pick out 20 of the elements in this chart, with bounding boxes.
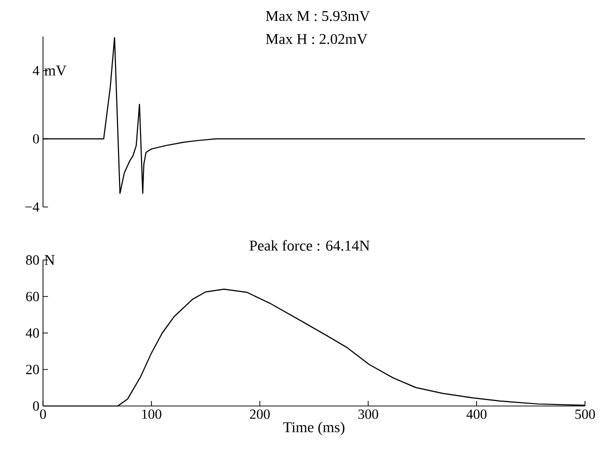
y-axis-title: N xyxy=(44,255,55,265)
y-tick-label: 80 xyxy=(26,255,39,265)
x-tick-label: 200 xyxy=(250,410,270,419)
text: Max M : 5.93mV xyxy=(266,10,370,22)
text: Peak force : 64.14N xyxy=(250,240,370,251)
annotation: Max H : 2.02mV xyxy=(266,34,368,44)
y-tick-label: 20 xyxy=(26,364,39,374)
x-tick-label: 0 xyxy=(40,410,46,419)
x-tick-label: 400 xyxy=(466,410,487,419)
x-tick-label: 100 xyxy=(142,410,162,419)
y-tick-label: 60 xyxy=(26,292,39,302)
y-tick-label: 40 xyxy=(26,328,39,338)
x-tick-label: 300 xyxy=(358,410,378,419)
y-tick-label: 4 xyxy=(32,66,40,76)
y-tick-label: −4 xyxy=(25,202,40,212)
x-tick-label: 500 xyxy=(575,410,595,419)
y-tick-label: 0 xyxy=(33,401,39,411)
y-axis-title: mV xyxy=(44,66,66,76)
y-tick-label: 0 xyxy=(33,134,39,144)
x-axis-title: Time (ms) xyxy=(283,422,344,436)
